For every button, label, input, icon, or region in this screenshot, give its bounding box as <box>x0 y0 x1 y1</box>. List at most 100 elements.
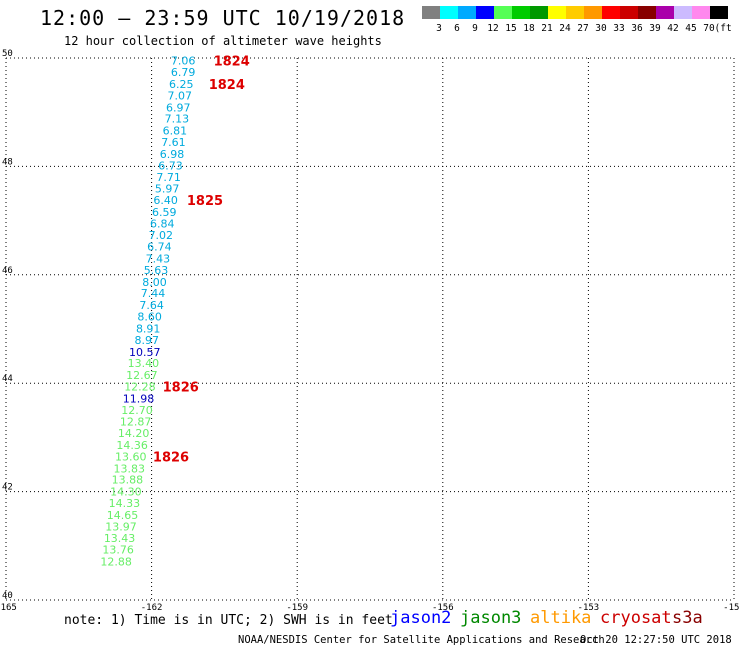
footer-note: note: 1) Time is in UTC; 2) SWH is in fe… <box>64 613 393 628</box>
scale-label: 3 <box>436 23 442 34</box>
chart-title: 12:00 – 23:59 UTC 10/19/2018 <box>40 6 406 30</box>
legend-cryosat: cryosat <box>600 608 672 628</box>
scale-label: 15 <box>505 23 516 34</box>
time-label: 1825 <box>187 194 223 209</box>
wave-height-value: 6.81 <box>163 125 188 138</box>
wave-height-value: 12.28 <box>124 380 156 393</box>
scale-swatch <box>548 6 566 19</box>
scale-label: 9 <box>472 23 478 34</box>
scale-swatch <box>530 6 548 19</box>
wave-height-value: 7.64 <box>139 299 164 312</box>
time-label: 1824 <box>214 55 250 70</box>
wave-height-value: 6.25 <box>169 78 194 91</box>
scale-swatch <box>674 6 692 19</box>
wave-height-value: 13.60 <box>115 450 147 463</box>
wave-height-value: 13.97 <box>105 520 137 533</box>
scale-swatch <box>656 6 674 19</box>
x-tick-label: -159 <box>286 603 308 613</box>
y-tick-label: 42 <box>2 483 13 493</box>
wave-height-value: 13.83 <box>114 462 146 475</box>
wave-height-value: 6.98 <box>160 148 185 161</box>
legend-jason2: jason2 <box>390 608 452 628</box>
scale-swatch <box>440 6 458 19</box>
wave-height-value: 13.40 <box>128 357 160 370</box>
scale-label: 12 <box>487 23 498 34</box>
time-label: 1824 <box>209 78 245 93</box>
wave-height-value: 5.97 <box>155 183 180 196</box>
scale-swatch <box>602 6 620 19</box>
legend-altika: altika <box>530 608 592 628</box>
scale-label: 39 <box>649 23 661 34</box>
wave-height-value: 7.44 <box>141 287 166 300</box>
scale-label: 18 <box>523 23 535 34</box>
generated-timestamp: Oct 20 12:27:50 UTC 2018 <box>580 634 732 646</box>
wave-height-value: 6.79 <box>171 66 196 79</box>
legend-jason3: jason3 <box>460 608 522 628</box>
wave-height-value: 7.06 <box>171 55 196 68</box>
x-tick-label: -156 <box>432 603 454 613</box>
wave-height-value: 7.61 <box>161 136 186 149</box>
wave-height-value: 13.88 <box>112 474 144 487</box>
scale-label: 24 <box>559 23 571 34</box>
wave-height-value: 7.02 <box>149 229 174 242</box>
scale-label: 6 <box>454 23 460 34</box>
wave-height-value: 6.73 <box>158 159 183 172</box>
wave-height-value: 11.98 <box>123 392 155 405</box>
wave-height-value: 14.65 <box>107 509 139 522</box>
wave-height-value: 5.63 <box>144 264 169 277</box>
wave-height-value: 14.33 <box>109 497 141 510</box>
x-tick-label: -162 <box>141 603 163 613</box>
legend-s3a: s3a <box>672 608 703 628</box>
wave-height-value: 8.91 <box>136 322 161 335</box>
y-tick-label: 50 <box>2 49 13 59</box>
scale-swatch <box>692 6 710 19</box>
wave-height-value: 6.97 <box>166 101 191 114</box>
wave-height-value: 12.70 <box>121 404 153 417</box>
wave-height-value: 10.57 <box>129 346 161 359</box>
scale-swatch <box>476 6 494 19</box>
scale-label: 21 <box>541 23 553 34</box>
scale-swatch <box>458 6 476 19</box>
scale-swatch <box>638 6 656 19</box>
wave-height-value: 14.30 <box>110 486 142 499</box>
scale-swatch <box>512 6 530 19</box>
wave-height-value: 6.59 <box>152 206 177 219</box>
scale-label: 27 <box>577 23 588 34</box>
wave-height-value: 12.87 <box>120 416 152 429</box>
wave-height-value: 7.43 <box>146 253 171 266</box>
scale-label: 33 <box>613 23 624 34</box>
wave-height-value: 8.00 <box>142 276 167 289</box>
y-tick-label: 48 <box>2 157 13 167</box>
wave-height-value: 12.67 <box>126 369 158 382</box>
wave-height-value: 7.13 <box>165 113 190 126</box>
wave-height-value: 13.43 <box>104 532 136 545</box>
x-tick-label: -150 <box>723 603 740 613</box>
x-tick-label: -165 <box>0 603 17 613</box>
wave-height-value: 8.60 <box>137 311 162 324</box>
scale-swatch <box>710 6 728 19</box>
scale-unit: (ft) <box>715 23 732 34</box>
wave-height-value: 6.40 <box>153 194 178 207</box>
scale-swatch <box>566 6 584 19</box>
wave-height-value: 6.74 <box>147 241 172 254</box>
chart-subtitle: 12 hour collection of altimeter wave hei… <box>64 34 382 48</box>
credit-line: NOAA/NESDIS Center for Satellite Applica… <box>238 634 605 646</box>
wave-height-value: 13.76 <box>102 544 134 557</box>
scale-swatch <box>494 6 512 19</box>
scale-label: 42 <box>667 23 678 34</box>
scale-label: 70 <box>703 23 715 34</box>
y-tick-label: 40 <box>2 591 13 601</box>
scale-label: 36 <box>631 23 643 34</box>
wave-height-value: 14.20 <box>118 427 150 440</box>
wave-height-value: 12.88 <box>100 556 132 569</box>
wave-height-value: 6.84 <box>150 217 175 230</box>
x-tick-label: -153 <box>578 603 600 613</box>
wave-height-value: 14.36 <box>116 439 148 452</box>
y-tick-label: 46 <box>2 266 13 276</box>
wave-height-value: 7.07 <box>167 89 192 102</box>
scale-label: 45 <box>685 23 696 34</box>
scale-swatch <box>620 6 638 19</box>
wave-height-value: 8.97 <box>134 334 159 347</box>
